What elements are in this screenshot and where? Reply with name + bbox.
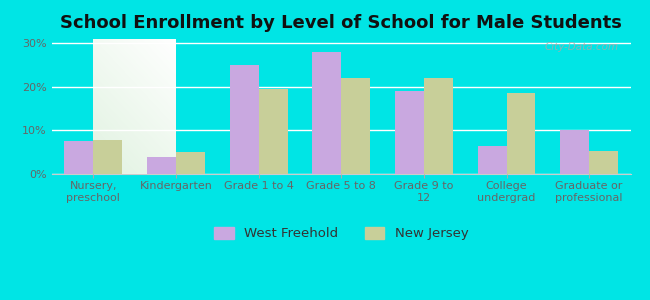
Bar xyxy=(589,152,618,174)
Bar xyxy=(395,91,424,174)
Bar xyxy=(229,65,259,174)
Bar xyxy=(94,140,122,174)
Bar xyxy=(176,152,205,174)
Title: School Enrollment by Level of School for Male Students: School Enrollment by Level of School for… xyxy=(60,14,622,32)
Bar xyxy=(147,157,176,174)
Legend: West Freehold, New Jersey: West Freehold, New Jersey xyxy=(209,222,474,246)
Bar xyxy=(506,93,536,174)
Bar xyxy=(259,89,287,174)
Bar xyxy=(478,146,506,174)
Bar xyxy=(424,78,453,174)
Text: City-Data.com: City-Data.com xyxy=(545,42,619,52)
Bar xyxy=(64,141,94,174)
Bar xyxy=(312,52,341,174)
Bar xyxy=(341,78,370,174)
Bar xyxy=(560,130,589,174)
